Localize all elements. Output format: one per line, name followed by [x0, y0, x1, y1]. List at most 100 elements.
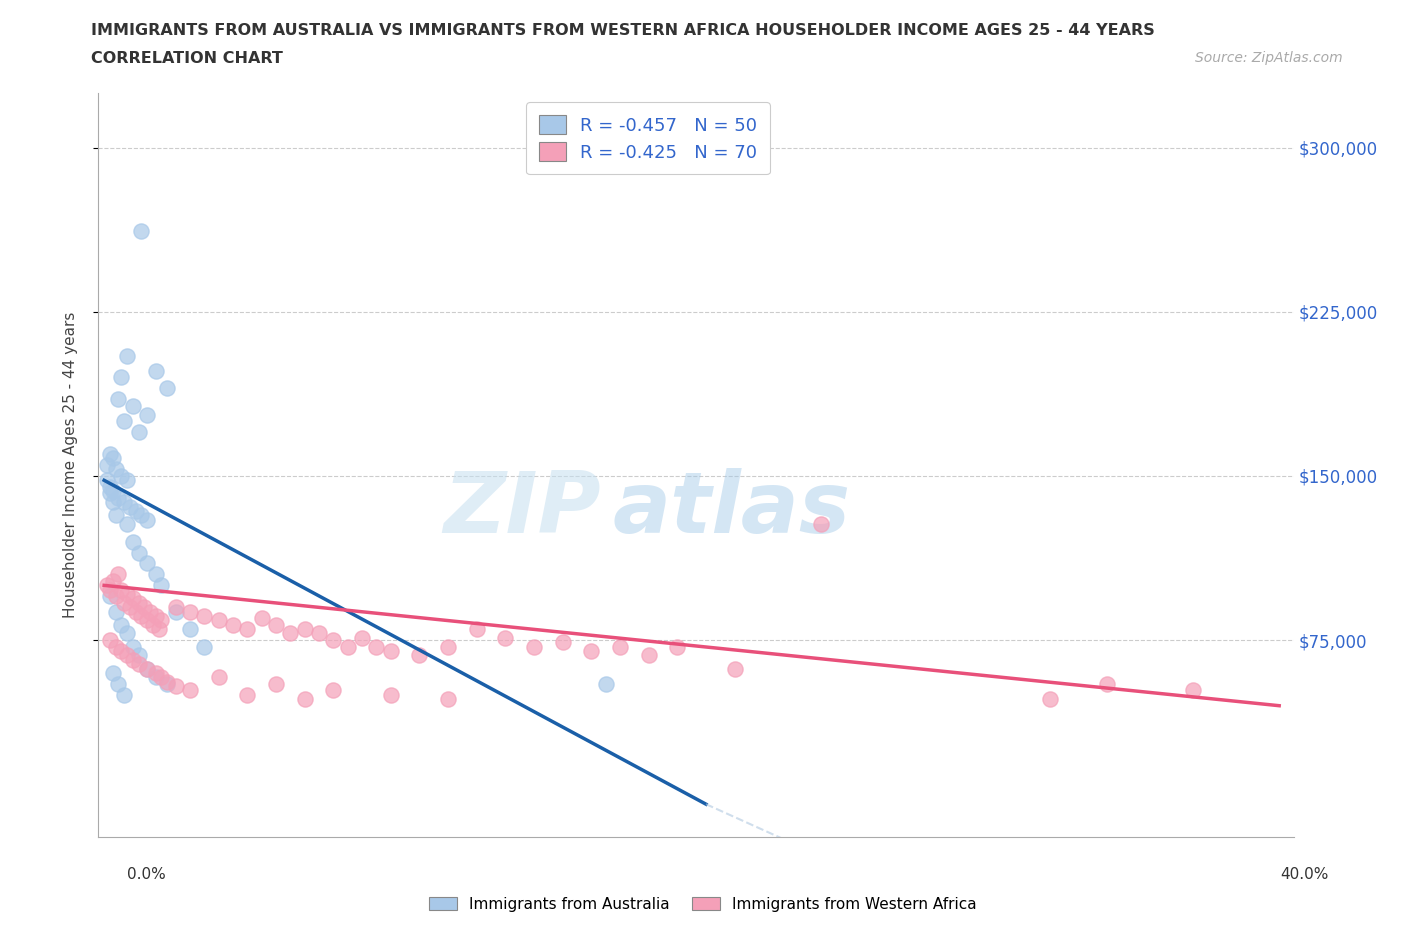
Point — [96, 472, 118, 487]
Point — [264, 676, 287, 691]
Point — [98, 480, 121, 495]
Point — [121, 652, 143, 667]
Point — [98, 486, 121, 501]
Legend: Immigrants from Australia, Immigrants from Western Africa: Immigrants from Australia, Immigrants fr… — [423, 890, 983, 918]
Text: 0.0%: 0.0% — [127, 867, 166, 882]
Point — [118, 499, 141, 514]
Point — [148, 621, 170, 636]
Point — [437, 639, 460, 654]
Point — [115, 348, 138, 363]
Point — [104, 462, 127, 477]
Point — [810, 517, 832, 532]
Point — [107, 490, 129, 505]
Point — [165, 604, 187, 619]
Point — [408, 648, 430, 663]
Point — [280, 626, 302, 641]
Point — [193, 608, 215, 623]
Point — [112, 595, 135, 610]
Point — [165, 600, 187, 615]
Text: CORRELATION CHART: CORRELATION CHART — [91, 51, 283, 66]
Point — [208, 670, 231, 684]
Point — [112, 687, 135, 702]
Point — [156, 674, 179, 689]
Text: 40.0%: 40.0% — [1281, 867, 1329, 882]
Point — [112, 495, 135, 510]
Text: IMMIGRANTS FROM AUSTRALIA VS IMMIGRANTS FROM WESTERN AFRICA HOUSEHOLDER INCOME A: IMMIGRANTS FROM AUSTRALIA VS IMMIGRANTS … — [91, 23, 1156, 38]
Point — [101, 666, 124, 681]
Point — [104, 589, 127, 604]
Text: Source: ZipAtlas.com: Source: ZipAtlas.com — [1195, 51, 1343, 65]
Point — [128, 657, 150, 671]
Point — [437, 692, 460, 707]
Point — [101, 495, 124, 510]
Point — [104, 508, 127, 523]
Point — [1182, 683, 1205, 698]
Point — [142, 618, 165, 632]
Point — [145, 666, 167, 681]
Point — [110, 644, 132, 658]
Point — [124, 503, 146, 518]
Point — [136, 407, 159, 422]
Point — [136, 613, 159, 628]
Point — [322, 632, 344, 647]
Point — [336, 639, 359, 654]
Point — [128, 425, 150, 440]
Point — [366, 639, 388, 654]
Point — [380, 644, 402, 658]
Point — [1097, 676, 1119, 691]
Point — [595, 676, 617, 691]
Point — [121, 398, 143, 413]
Point — [136, 512, 159, 527]
Point — [145, 670, 167, 684]
Point — [150, 670, 173, 684]
Point — [308, 626, 330, 641]
Point — [1039, 692, 1062, 707]
Point — [724, 661, 747, 676]
Point — [118, 600, 141, 615]
Point — [236, 621, 259, 636]
Point — [121, 639, 143, 654]
Point — [131, 508, 153, 523]
Point — [110, 370, 132, 385]
Point — [145, 364, 167, 379]
Legend: R = -0.457   N = 50, R = -0.425   N = 70: R = -0.457 N = 50, R = -0.425 N = 70 — [526, 102, 770, 174]
Point — [131, 608, 153, 623]
Point — [637, 648, 659, 663]
Point — [128, 648, 150, 663]
Point — [581, 644, 603, 658]
Point — [110, 582, 132, 597]
Point — [150, 613, 173, 628]
Point — [128, 595, 150, 610]
Point — [380, 687, 402, 702]
Point — [139, 604, 162, 619]
Point — [551, 635, 574, 650]
Point — [134, 600, 156, 615]
Point — [179, 604, 201, 619]
Point — [609, 639, 631, 654]
Point — [294, 621, 316, 636]
Point — [222, 618, 245, 632]
Point — [264, 618, 287, 632]
Point — [236, 687, 259, 702]
Point — [115, 517, 138, 532]
Point — [101, 451, 124, 466]
Point — [121, 534, 143, 549]
Point — [107, 676, 129, 691]
Point — [136, 556, 159, 571]
Point — [250, 611, 273, 626]
Point — [101, 484, 124, 498]
Point — [104, 639, 127, 654]
Point — [112, 414, 135, 429]
Text: ZIP: ZIP — [443, 468, 600, 551]
Point — [115, 626, 138, 641]
Y-axis label: Householder Income Ages 25 - 44 years: Householder Income Ages 25 - 44 years — [63, 312, 77, 618]
Point — [107, 392, 129, 406]
Point — [98, 589, 121, 604]
Point — [115, 648, 138, 663]
Point — [98, 632, 121, 647]
Point — [115, 587, 138, 602]
Point — [124, 604, 146, 619]
Point — [131, 223, 153, 238]
Point — [96, 578, 118, 592]
Point — [179, 683, 201, 698]
